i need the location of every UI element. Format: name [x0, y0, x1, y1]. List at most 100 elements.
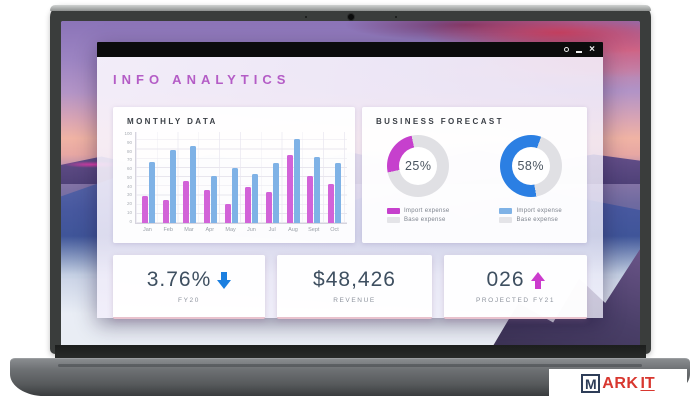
x-tick: May [225, 227, 236, 233]
x-tick: Jan [142, 227, 152, 233]
bar [224, 203, 231, 223]
bar [183, 181, 190, 223]
stat-value: 026 [486, 268, 525, 291]
bar [293, 139, 300, 223]
legend-item: Import expense [386, 208, 450, 214]
bar [272, 162, 279, 223]
bar-group [265, 132, 279, 223]
bar [252, 173, 259, 223]
markit-logo-it: IT [640, 374, 655, 392]
legend: Import expense Base expense [499, 205, 562, 223]
x-tick: Oct [330, 227, 339, 233]
bar-chart-plot [135, 132, 347, 224]
bar-chart-bars [136, 132, 347, 223]
donut-value: 58% [511, 147, 550, 185]
bar [328, 183, 335, 223]
legend-label: Import expense [403, 208, 450, 214]
analytics-window: × INFO ANALYTICS MONTHLY DATA 100 90 80 70 6… [97, 42, 603, 319]
legend-swatch-gray [499, 217, 513, 223]
legend-label: Base expense [403, 217, 446, 223]
legend: Import expense Base expense [386, 205, 450, 223]
monthly-data-panel: MONTHLY DATA 100 90 80 70 60 50 40 30 20 10 0 Jan F… [113, 107, 355, 243]
y-tick: 30 [126, 192, 132, 198]
monthly-data-title: MONTHLY DATA [127, 117, 218, 126]
bar [314, 157, 321, 223]
donut-chart-magenta: 25% [387, 135, 450, 197]
bar-group [141, 132, 155, 223]
bar [231, 168, 238, 223]
bar-group [224, 132, 238, 223]
microphone-dot-left [304, 16, 307, 18]
bar-chart-x-axis: Jan Feb Mar Apr May Jun Jul Aug Sept Oct [135, 227, 347, 233]
bar [162, 200, 169, 223]
minimize-icon[interactable] [576, 50, 583, 53]
settings-icon[interactable] [564, 47, 570, 52]
page-title: INFO ANALYTICS [113, 72, 291, 87]
donut-row: 25% Import expense Base exp [362, 135, 587, 223]
bar-group [162, 132, 176, 223]
y-tick: 10 [126, 209, 132, 215]
bar [286, 154, 293, 223]
bar-group [286, 132, 300, 223]
x-tick: Feb [163, 227, 173, 233]
bar-group [203, 132, 217, 223]
y-tick: 40 [126, 183, 132, 189]
bar [245, 186, 252, 223]
legend-item: Import expense [499, 208, 562, 214]
bar-group [183, 132, 197, 223]
y-tick: 60 [126, 166, 132, 171]
markit-logo-ark: ARK [602, 374, 639, 392]
bar-chart: 100 90 80 70 60 50 40 30 20 10 0 [121, 131, 347, 224]
dashboard-body: INFO ANALYTICS MONTHLY DATA 100 90 80 70 60 5… [97, 57, 603, 319]
stat-label: FY20 [178, 297, 200, 304]
laptop-screen: × INFO ANALYTICS MONTHLY DATA 100 90 80 70 6… [61, 21, 640, 347]
legend-item: Base expense [499, 217, 562, 223]
laptop-lid-top-edge [50, 5, 651, 11]
y-tick: 70 [126, 157, 132, 163]
donut-value: 25% [399, 147, 438, 185]
bar [190, 145, 197, 223]
legend-swatch-blue [499, 208, 513, 214]
webcam-icon [346, 13, 355, 21]
bar-group [328, 132, 342, 223]
legend-item: Base expense [386, 217, 450, 223]
bar-group [307, 132, 321, 223]
stat-card-revenue: $48,426 REVENUE [277, 255, 432, 319]
donut-import-blue: 58% Import expense Base exp [499, 135, 562, 223]
stat-value: 3.76% [146, 268, 212, 291]
stat-label: REVENUE [333, 297, 376, 304]
bar [335, 162, 342, 223]
bar [210, 175, 217, 223]
bar-chart-y-axis: 100 90 80 70 60 50 40 30 20 10 0 [121, 131, 135, 224]
legend-swatch-magenta [386, 208, 400, 214]
donut-chart-blue: 58% [499, 135, 562, 197]
y-tick: 0 [129, 218, 132, 224]
stat-card-projected: 026 PROJECTED FY21 [444, 255, 587, 319]
keyboard-deck-groove [57, 364, 643, 367]
legend-label: Base expense [516, 217, 559, 223]
donut-import-magenta: 25% Import expense Base exp [386, 135, 450, 223]
business-forecast-panel: BUSINESS FORECAST 25% Import expense [362, 107, 587, 243]
legend-label: Import expense [516, 208, 563, 214]
close-icon[interactable]: × [589, 44, 595, 55]
legend-swatch-gray [386, 217, 400, 223]
bar [141, 195, 148, 223]
markit-logo: M ARK IT [549, 369, 687, 398]
bar [203, 190, 210, 223]
markit-logo-m-box: M [581, 374, 601, 393]
y-tick: 20 [126, 201, 132, 206]
arrow-down-icon [217, 271, 232, 289]
y-tick: 50 [126, 174, 132, 180]
x-tick: Apr [205, 227, 215, 233]
business-forecast-title: BUSINESS FORECAST [376, 117, 504, 126]
bar [148, 162, 155, 223]
bar [307, 175, 314, 223]
x-tick: Mar [184, 227, 194, 233]
x-tick: Jul [268, 227, 276, 233]
window-titlebar: × [97, 42, 603, 57]
y-tick: 100 [124, 131, 132, 136]
stat-value: $48,426 [313, 268, 396, 291]
stat-card-fy20: 3.76% FY20 [113, 255, 265, 319]
laptop-lid: × INFO ANALYTICS MONTHLY DATA 100 90 80 70 6… [50, 5, 651, 354]
y-tick: 80 [126, 148, 132, 154]
